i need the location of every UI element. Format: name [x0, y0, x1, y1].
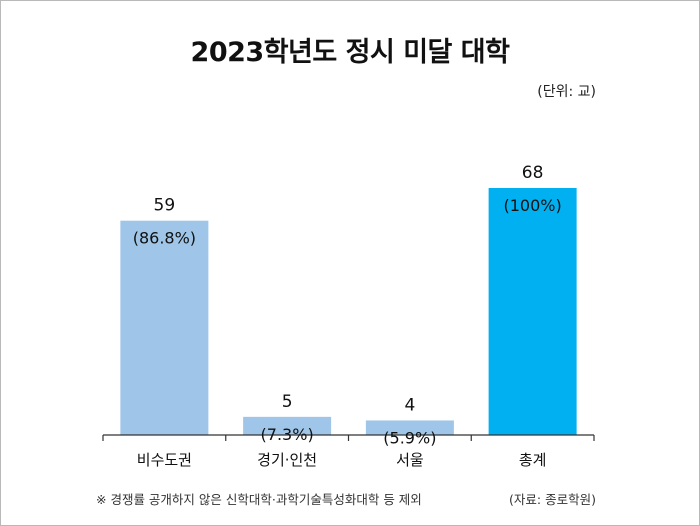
category-label-bisudogwon: 비수도권: [137, 451, 192, 469]
value-label-bisudogwon: 59: [154, 196, 176, 216]
category-label-total: 총계: [519, 451, 547, 469]
unit-label: (단위: 교): [537, 84, 596, 100]
labels-group: 59 (86.8%) 비수도권 5 (7.3%) 경기·인천 4 (5.9%) 서울 68 (100…: [133, 163, 562, 469]
percent-label-bisudogwon: (86.8%): [133, 229, 196, 248]
percent-label-seoul: (5.9%): [383, 428, 436, 447]
bar-gyeonggi-incheon: [243, 416, 332, 435]
bar-total: [488, 188, 577, 435]
bar-bisudogwon: [120, 220, 209, 435]
value-label-total: 68: [522, 163, 544, 183]
value-label-gyeonggi-incheon: 5: [282, 392, 293, 412]
bar-seoul: [365, 420, 454, 435]
x-axis-ticks: [102, 435, 595, 441]
percent-label-gyeonggi-incheon: (7.3%): [261, 425, 314, 444]
bars-group: [120, 188, 577, 435]
category-label-seoul: 서울: [396, 451, 424, 469]
chart-title: 2023학년도 정시 미달 대학: [190, 37, 510, 68]
percent-label-total: (100%): [504, 196, 562, 215]
source-label: (자료: 종로학원): [509, 492, 596, 507]
value-label-seoul: 4: [404, 395, 415, 415]
category-label-gyeonggi-incheon: 경기·인천: [257, 451, 317, 469]
footnote: ※ 경쟁률 공개하지 않은 신학대학·과학기술특성화대학 등 제외: [96, 492, 422, 507]
